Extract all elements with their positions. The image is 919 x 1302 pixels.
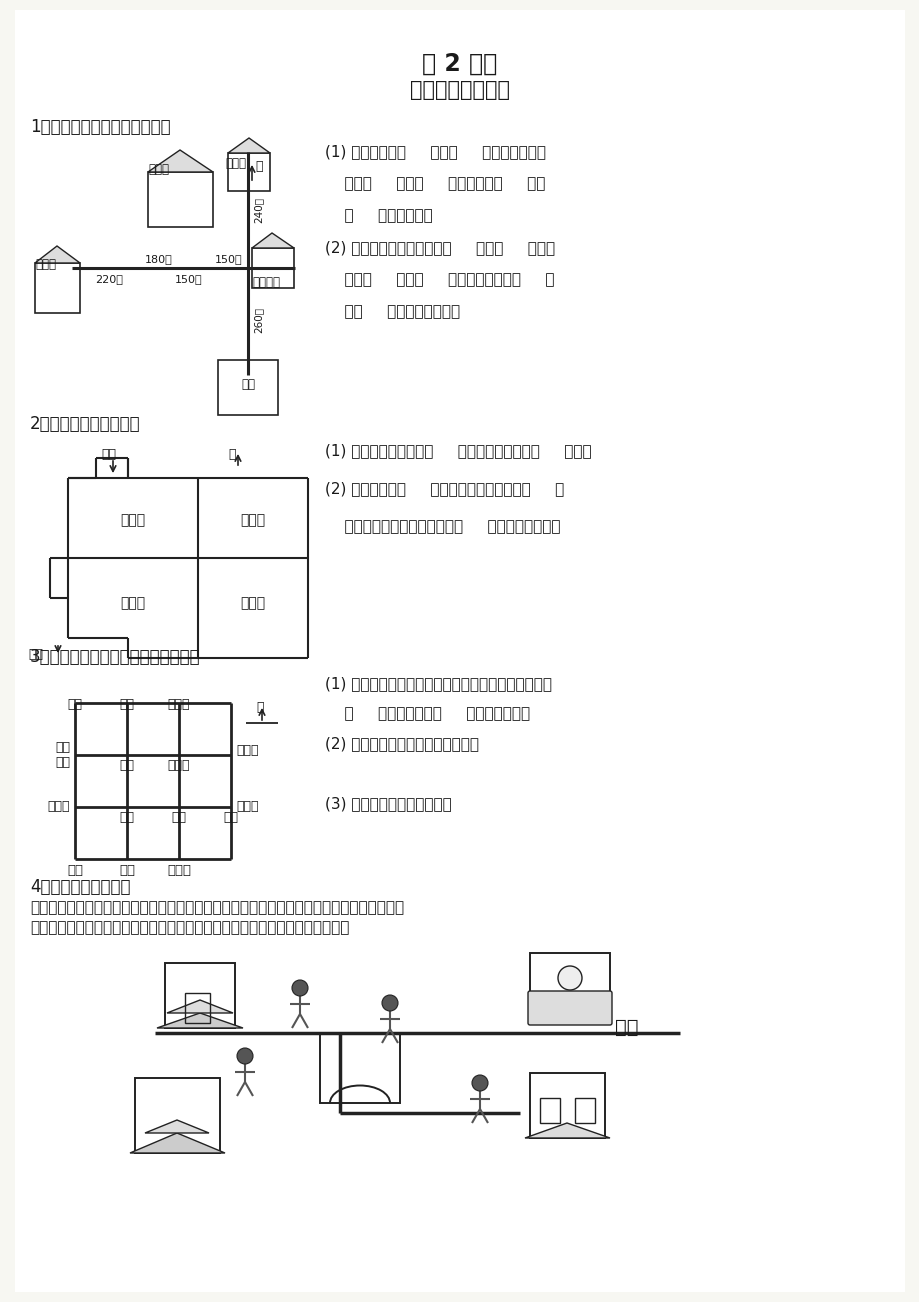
Text: 北: 北 — [255, 700, 263, 713]
Text: (1) 摄影室在科技室的（     ）面，在泥塑室的（     ）面。: (1) 摄影室在科技室的（ ）面，在泥塑室的（ ）面。 — [324, 443, 591, 458]
Text: (2) 玲玲从家到学校要先向（     ）走（     ）米，: (2) 玲玲从家到学校要先向（ ）走（ ）米， — [324, 240, 554, 255]
Text: 公园: 公园 — [614, 1018, 638, 1036]
Text: 剧场: 剧场 — [119, 865, 135, 878]
Text: 北: 北 — [255, 160, 262, 173]
Text: 电影院: 电影院 — [167, 759, 190, 772]
Polygon shape — [35, 246, 80, 263]
Text: 科技室: 科技室 — [120, 596, 145, 611]
Text: 从公园回家，明明先向西走，再向南走到家；红红先向南走，再向东走到家；玲玲先向北走，: 从公园回家，明明先向西走，再向南走到家；红红先向南走，再向东走到家；玲玲先向北走… — [30, 900, 403, 915]
Text: 书店: 书店 — [223, 811, 238, 824]
Text: 进口: 进口 — [101, 448, 116, 461]
Text: (1) 林林从家向（     ）走（     ）米到电影院，: (1) 林林从家向（ ）走（ ）米到电影院， — [324, 145, 545, 159]
Bar — [228, 154, 269, 191]
Text: 学校: 学校 — [241, 378, 255, 391]
Text: 小奇家: 小奇家 — [236, 743, 258, 756]
Text: 冰淇淋店: 冰淇淋店 — [252, 276, 279, 289]
Text: 再向东走到家；丽丽先向北走，再向西走到家。请你在图中标出他们各自的家。: 再向东走到家；丽丽先向北走，再向西走到家。请你在图中标出他们各自的家。 — [30, 921, 349, 935]
Bar — [539, 1098, 560, 1124]
Text: 第 2 课时: 第 2 课时 — [422, 52, 497, 76]
Text: 位置与方向（二）: 位置与方向（二） — [410, 79, 509, 100]
Text: 公园: 公园 — [67, 865, 83, 878]
Text: 3、请你帮帮忙，他们几个该怎么走？: 3、请你帮帮忙，他们几个该怎么走？ — [30, 648, 200, 667]
Text: 游乐场: 游乐场 — [167, 865, 191, 878]
Text: 再向（     ）走（     ）米，最后再向（     ）: 再向（ ）走（ ）米，最后再向（ ） — [324, 272, 554, 286]
Polygon shape — [145, 1120, 209, 1133]
Text: 邮局: 邮局 — [67, 698, 83, 711]
Text: 广场: 广场 — [171, 811, 187, 824]
Text: 又向（     ）走（     ）米，再向（     ）走: 又向（ ）走（ ）米，再向（ ）走 — [324, 176, 545, 191]
Text: 220米: 220米 — [95, 273, 123, 284]
Text: （     ）走，又经过（     ），才到学校。: （ ）走，又经过（ ），才到学校。 — [324, 706, 529, 721]
Circle shape — [558, 966, 582, 990]
Text: 绘画室: 绘画室 — [120, 513, 145, 527]
Text: 2、根据示意图填一填。: 2、根据示意图填一填。 — [30, 415, 141, 434]
Text: 银行: 银行 — [119, 759, 134, 772]
FancyBboxPatch shape — [528, 991, 611, 1025]
Circle shape — [237, 1048, 253, 1064]
Bar — [320, 1032, 400, 1103]
Bar — [185, 993, 210, 1023]
Text: 电影院: 电影院 — [148, 163, 169, 176]
Text: （     ）米到学校。: （ ）米到学校。 — [324, 208, 432, 223]
Text: 北: 北 — [228, 448, 235, 461]
Text: (2) 小玲从家去百货商场该怎么走？: (2) 小玲从家去百货商场该怎么走？ — [324, 736, 479, 751]
Text: 小华家: 小华家 — [167, 698, 190, 711]
Text: 260米: 260米 — [253, 307, 263, 333]
Polygon shape — [148, 150, 213, 172]
Circle shape — [291, 980, 308, 996]
Text: 180米: 180米 — [145, 254, 173, 264]
Bar — [165, 963, 234, 1029]
Text: 玲玲家: 玲玲家 — [225, 158, 245, 171]
Polygon shape — [130, 1133, 225, 1154]
Text: 超市: 超市 — [119, 811, 134, 824]
Bar — [529, 1073, 605, 1138]
Bar — [218, 359, 278, 415]
Text: 走（     ）米就可以到达。: 走（ ）米就可以到达。 — [324, 303, 460, 319]
Text: 走，到摄影室，从摄影室向（     ）走，到泥塑室。: 走，到摄影室，从摄影室向（ ）走，到泥塑室。 — [324, 519, 560, 534]
Polygon shape — [157, 1013, 243, 1029]
Text: 1、填空不困难，全对不简单。: 1、填空不困难，全对不简单。 — [30, 118, 170, 135]
Bar — [35, 263, 80, 312]
Text: 摄影室: 摄影室 — [240, 596, 266, 611]
Bar — [148, 172, 213, 227]
Polygon shape — [525, 1124, 609, 1138]
Bar — [135, 1078, 220, 1154]
Bar — [252, 247, 294, 288]
Text: 林林家: 林林家 — [35, 258, 56, 271]
Circle shape — [471, 1075, 487, 1091]
Text: 百货
商场: 百货 商场 — [55, 741, 70, 769]
Circle shape — [381, 995, 398, 1010]
Text: 小伟家: 小伟家 — [48, 801, 70, 814]
Text: 学校: 学校 — [119, 698, 134, 711]
Bar — [574, 1098, 595, 1124]
Text: 泥塑室: 泥塑室 — [240, 513, 266, 527]
Polygon shape — [228, 138, 269, 154]
Text: (3) 小奇从家去广场怎么走？: (3) 小奇从家去广场怎么走？ — [324, 796, 451, 811]
Text: 240米: 240米 — [253, 197, 263, 223]
Text: 4、快来帮我找一找。: 4、快来帮我找一找。 — [30, 878, 130, 896]
Text: 小玲家: 小玲家 — [236, 801, 258, 814]
Bar — [529, 953, 609, 1023]
Polygon shape — [167, 1000, 233, 1013]
Text: (1) 小伟上学从家向东走，经过超市，到广场后，再向: (1) 小伟上学从家向东走，经过超市，到广场后，再向 — [324, 676, 551, 691]
Text: (2) 从绘画室向（     ）走，到科技室，再向（     ）: (2) 从绘画室向（ ）走，到科技室，再向（ ） — [324, 480, 563, 496]
Text: 出口: 出口 — [28, 648, 43, 661]
Text: 150米: 150米 — [215, 254, 243, 264]
Text: 150米: 150米 — [175, 273, 202, 284]
Polygon shape — [252, 233, 294, 247]
